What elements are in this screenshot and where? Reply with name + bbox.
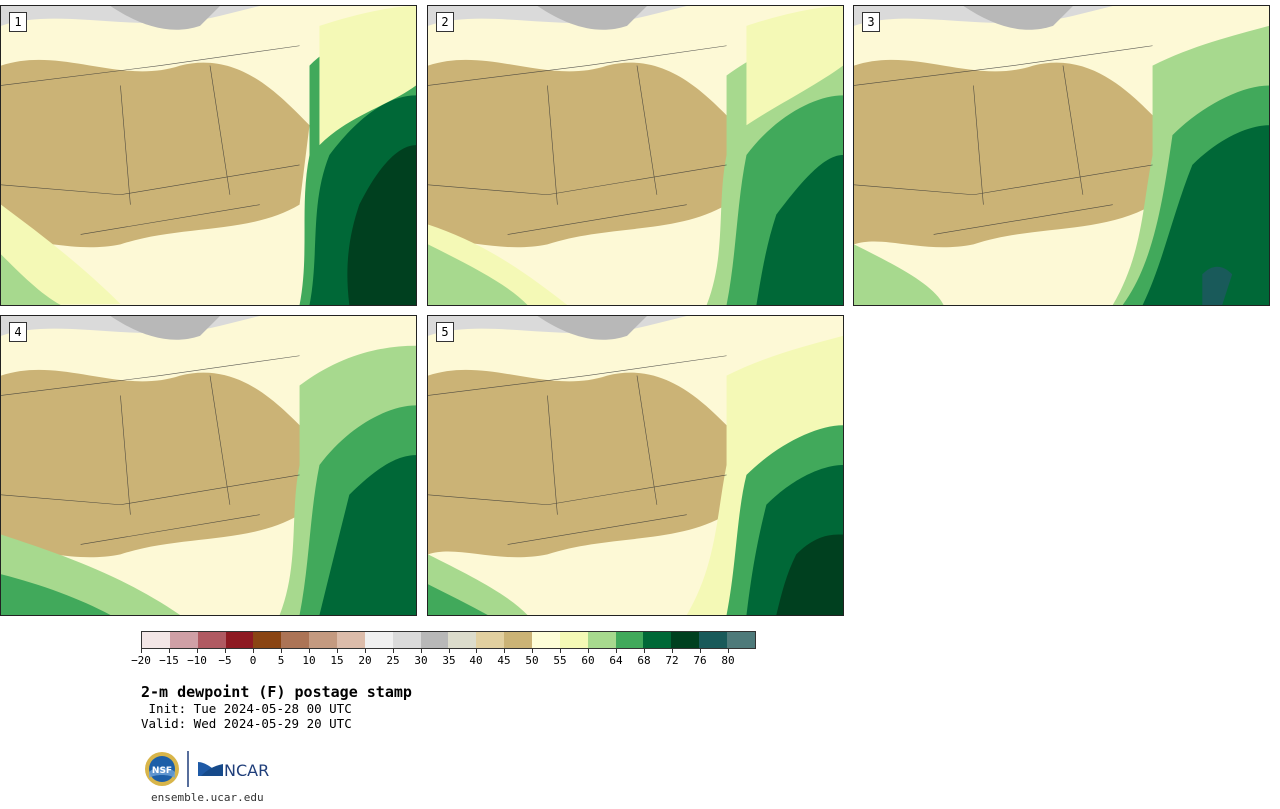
colorbar-tick-label: 55	[553, 654, 567, 667]
dewpoint-map-4	[1, 316, 416, 615]
dewpoint-map-5	[428, 316, 843, 615]
colorbar-swatch	[727, 632, 755, 648]
colorbar-tick	[449, 649, 450, 653]
colorbar-swatch	[448, 632, 477, 648]
colorbar-tick	[197, 649, 198, 653]
stamp-panel-3: 3	[853, 5, 1270, 306]
stamp-panel-5: 5	[427, 315, 844, 616]
colorbar-tick	[337, 649, 338, 653]
colorbar-swatch	[671, 632, 700, 648]
colorbar-tick	[141, 649, 142, 653]
colorbar-tick	[281, 649, 282, 653]
colorbar-tick-label: 50	[525, 654, 539, 667]
nsf-logo-icon: NSF	[145, 752, 179, 786]
colorbar-tick-label: 15	[330, 654, 344, 667]
colorbar-tick-label: −20	[131, 654, 151, 667]
colorbar-tick	[309, 649, 310, 653]
colorbar-tick-label: 40	[469, 654, 483, 667]
stamp-number: 4	[9, 322, 27, 342]
colorbar-tick-label: 80	[721, 654, 735, 667]
colorbar-tick-label: −5	[218, 654, 232, 667]
colorbar-tick	[672, 649, 673, 653]
colorbar-swatch	[364, 632, 393, 648]
colorbar-tick	[225, 649, 226, 653]
ncar-text: NCAR	[224, 761, 269, 780]
colorbar-tick-label: 45	[497, 654, 511, 667]
colorbar-tick	[616, 649, 617, 653]
colorbar-swatch	[142, 632, 170, 648]
init-time: Init: Tue 2024-05-28 00 UTC	[141, 701, 352, 716]
stamp-number: 1	[9, 12, 27, 32]
colorbar-tick-label: 68	[637, 654, 651, 667]
colorbar-tick	[169, 649, 170, 653]
colorbar-swatch	[476, 632, 505, 648]
colorbar-swatch	[643, 632, 672, 648]
colorbar-tick-label: 0	[249, 654, 257, 667]
colorbar-tick-label: −15	[159, 654, 179, 667]
nsf-text: NSF	[152, 766, 172, 776]
colorbar-swatch	[420, 632, 449, 648]
colorbar-tick-label: 35	[442, 654, 456, 667]
colorbar-tick-label: 5	[277, 654, 285, 667]
colorbar-tick-label: 60	[581, 654, 595, 667]
dewpoint-map-1	[1, 6, 416, 305]
colorbar-tick	[700, 649, 701, 653]
ncar-logo-icon: NCAR	[198, 761, 269, 780]
colorbar-ticks: −20 −15 −10 −5 0 5 10 15 20 25 30 35 40 45 50 55 60 64 68 7…	[131, 649, 756, 669]
colorbar-tick-label: 20	[358, 654, 372, 667]
colorbar-tick	[393, 649, 394, 653]
stamp-panel-2: 2	[427, 5, 844, 306]
colorbar-tick	[644, 649, 645, 653]
colorbar-swatch	[225, 632, 254, 648]
colorbar-swatch	[281, 632, 310, 648]
colorbar-swatch	[169, 632, 198, 648]
colorbar-tick	[421, 649, 422, 653]
colorbar-tick-label: 10	[302, 654, 316, 667]
footer-url[interactable]: ensemble.ucar.edu	[151, 791, 264, 804]
colorbar-tick	[588, 649, 589, 653]
colorbar-swatch	[309, 632, 338, 648]
colorbar-swatch	[504, 632, 533, 648]
stamp-number: 2	[436, 12, 454, 32]
colorbar-swatch	[253, 632, 282, 648]
colorbar	[141, 631, 756, 649]
valid-time: Valid: Wed 2024-05-29 20 UTC	[141, 716, 352, 731]
colorbar-tick	[728, 649, 729, 653]
colorbar-swatch	[197, 632, 226, 648]
stamp-panel-4: 4	[0, 315, 417, 616]
colorbar-tick	[476, 649, 477, 653]
colorbar-swatch	[392, 632, 421, 648]
colorbar-swatch	[699, 632, 728, 648]
colorbar-tick-label: 76	[693, 654, 707, 667]
colorbar-swatch	[615, 632, 644, 648]
dewpoint-map-3	[854, 6, 1269, 305]
logos: NSF NCAR	[143, 748, 283, 790]
colorbar-tick	[532, 649, 533, 653]
colorbar-tick	[504, 649, 505, 653]
colorbar-tick	[560, 649, 561, 653]
colorbar-swatch	[532, 632, 560, 648]
colorbar-tick-label: 30	[414, 654, 428, 667]
colorbar-tick	[365, 649, 366, 653]
colorbar-swatch	[559, 632, 588, 648]
colorbar-tick	[253, 649, 254, 653]
stamp-number: 5	[436, 322, 454, 342]
colorbar-tick-label: 72	[665, 654, 679, 667]
dewpoint-map-2	[428, 6, 843, 305]
product-title: 2-m dewpoint (F) postage stamp	[141, 683, 412, 701]
colorbar-swatch	[337, 632, 365, 648]
colorbar-tick-label: 25	[386, 654, 400, 667]
colorbar-swatch	[587, 632, 616, 648]
stamp-panel-1: 1	[0, 5, 417, 306]
colorbar-tick-label: −10	[187, 654, 207, 667]
stamp-number: 3	[862, 12, 880, 32]
colorbar-tick-label: 64	[609, 654, 623, 667]
